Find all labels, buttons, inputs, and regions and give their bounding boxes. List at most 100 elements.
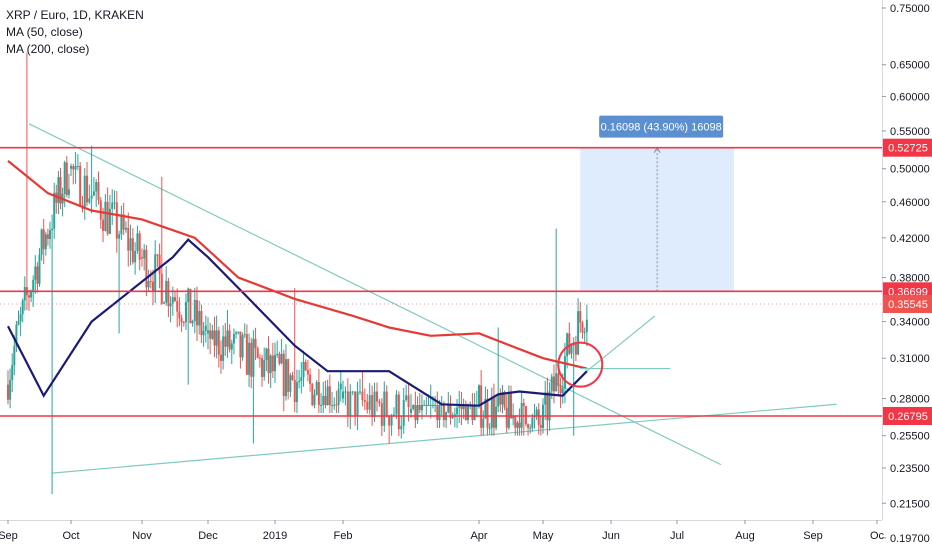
price-tag-box xyxy=(883,406,932,425)
candle-body xyxy=(507,393,510,428)
candle-body xyxy=(169,303,172,307)
descending-trend-line[interactable] xyxy=(28,123,722,466)
candle-body xyxy=(346,391,349,417)
candle-body xyxy=(449,404,452,418)
candle-body xyxy=(535,409,538,416)
time-tick-label: Sep xyxy=(803,530,823,542)
candle-body xyxy=(51,228,54,231)
time-axis-bg[interactable] xyxy=(0,520,882,550)
candle-body xyxy=(309,374,312,384)
candle-body xyxy=(44,234,47,250)
candle-body xyxy=(53,192,56,229)
candle-body xyxy=(427,404,430,406)
measure-tool[interactable]: 0.16098 (43.90%) 16098 xyxy=(580,115,735,292)
candle-body xyxy=(167,280,170,307)
price-axis-bg[interactable] xyxy=(882,0,932,550)
candle-body xyxy=(414,404,417,421)
candle-body xyxy=(176,300,179,312)
candle-body xyxy=(291,375,294,380)
candle-body xyxy=(563,356,566,389)
candle-body xyxy=(447,404,450,413)
price-tick-label: 0.38000 xyxy=(890,273,930,285)
candle-body xyxy=(267,348,270,374)
candle-body xyxy=(95,182,98,192)
candle-body xyxy=(182,322,185,324)
time-tick-label: Aug xyxy=(735,530,755,542)
time-tick-label: Dec xyxy=(198,530,218,542)
candle-body xyxy=(555,373,558,392)
candle-body xyxy=(544,392,547,405)
candle-body xyxy=(49,230,51,239)
price-tag-label: 0.35545 xyxy=(888,299,928,311)
candle-body xyxy=(289,375,292,392)
candle-body xyxy=(160,273,163,304)
candle-body xyxy=(351,391,354,393)
candle-body xyxy=(70,165,72,169)
candle-body xyxy=(72,165,75,170)
price-tick-label: 0.65000 xyxy=(890,60,930,72)
candle-body xyxy=(145,249,148,288)
candle-body xyxy=(254,338,257,349)
candle-body xyxy=(83,175,86,209)
legend-symbol[interactable]: XRP / Euro, 1D, KRAKEN xyxy=(6,8,144,22)
candle-body xyxy=(557,373,560,387)
candle-body xyxy=(434,404,437,406)
candle-body xyxy=(261,358,264,377)
time-tick-label: Feb xyxy=(334,530,353,542)
measure-label-box xyxy=(599,115,724,138)
candle-body xyxy=(339,383,342,390)
candle-body xyxy=(293,379,296,403)
horizontal-levels[interactable] xyxy=(0,146,882,417)
legend-ma200[interactable]: MA (200, close) xyxy=(6,42,90,56)
candle-body xyxy=(440,404,443,406)
candle-body xyxy=(395,394,398,415)
candle-body xyxy=(505,407,508,428)
candle-body xyxy=(412,404,415,409)
candle-body xyxy=(284,359,287,397)
highlight-circle[interactable] xyxy=(557,341,604,388)
price-tag-label: 0.52725 xyxy=(888,143,928,155)
candle-body xyxy=(539,424,542,428)
candle-body xyxy=(38,254,41,284)
candle-body xyxy=(65,162,68,195)
candle-body xyxy=(488,427,491,429)
candle-body xyxy=(158,254,161,274)
candle-body xyxy=(143,249,146,259)
candle-body xyxy=(193,299,196,322)
candle-body xyxy=(198,311,201,326)
candle-body xyxy=(88,198,91,203)
price-tick-label: 0.23500 xyxy=(890,463,930,475)
candle-body xyxy=(120,214,123,235)
candle-body xyxy=(92,191,95,196)
candle-body xyxy=(368,395,371,410)
candle-body xyxy=(585,319,588,332)
candle-body xyxy=(235,332,238,334)
price-tick-label: 0.50000 xyxy=(890,164,930,176)
legend-ma50[interactable]: MA (50, close) xyxy=(6,25,83,39)
time-axis[interactable]: Sep Oct Nov Dec 2019 Feb Apr May Jun Jul Aug Sep Oc xyxy=(0,520,885,550)
measure-label: 0.16098 (43.90%) 16098 xyxy=(601,122,722,134)
time-tick-label: Nov xyxy=(132,530,152,542)
candle-body xyxy=(185,302,187,323)
price-tick-label: 0.42000 xyxy=(890,233,930,245)
candle-body xyxy=(152,281,154,293)
candle-body xyxy=(420,404,423,411)
candle-body xyxy=(241,335,244,358)
candle-body xyxy=(217,330,220,355)
price-axis[interactable]: 0.75000 0.65000 0.60000 0.55000 0.50000 0.460… xyxy=(882,0,932,550)
candle-body xyxy=(429,404,432,406)
candle-body xyxy=(36,266,39,284)
candle-body xyxy=(306,370,309,375)
candle-body xyxy=(106,201,109,234)
candle-body xyxy=(559,386,562,394)
candle-body xyxy=(113,202,116,204)
annotations[interactable] xyxy=(557,315,671,388)
candle-body xyxy=(548,391,551,421)
measure-range-box[interactable] xyxy=(580,147,735,292)
candle-body xyxy=(178,311,181,319)
candle-body xyxy=(503,392,506,408)
breakout-line[interactable] xyxy=(586,315,656,372)
